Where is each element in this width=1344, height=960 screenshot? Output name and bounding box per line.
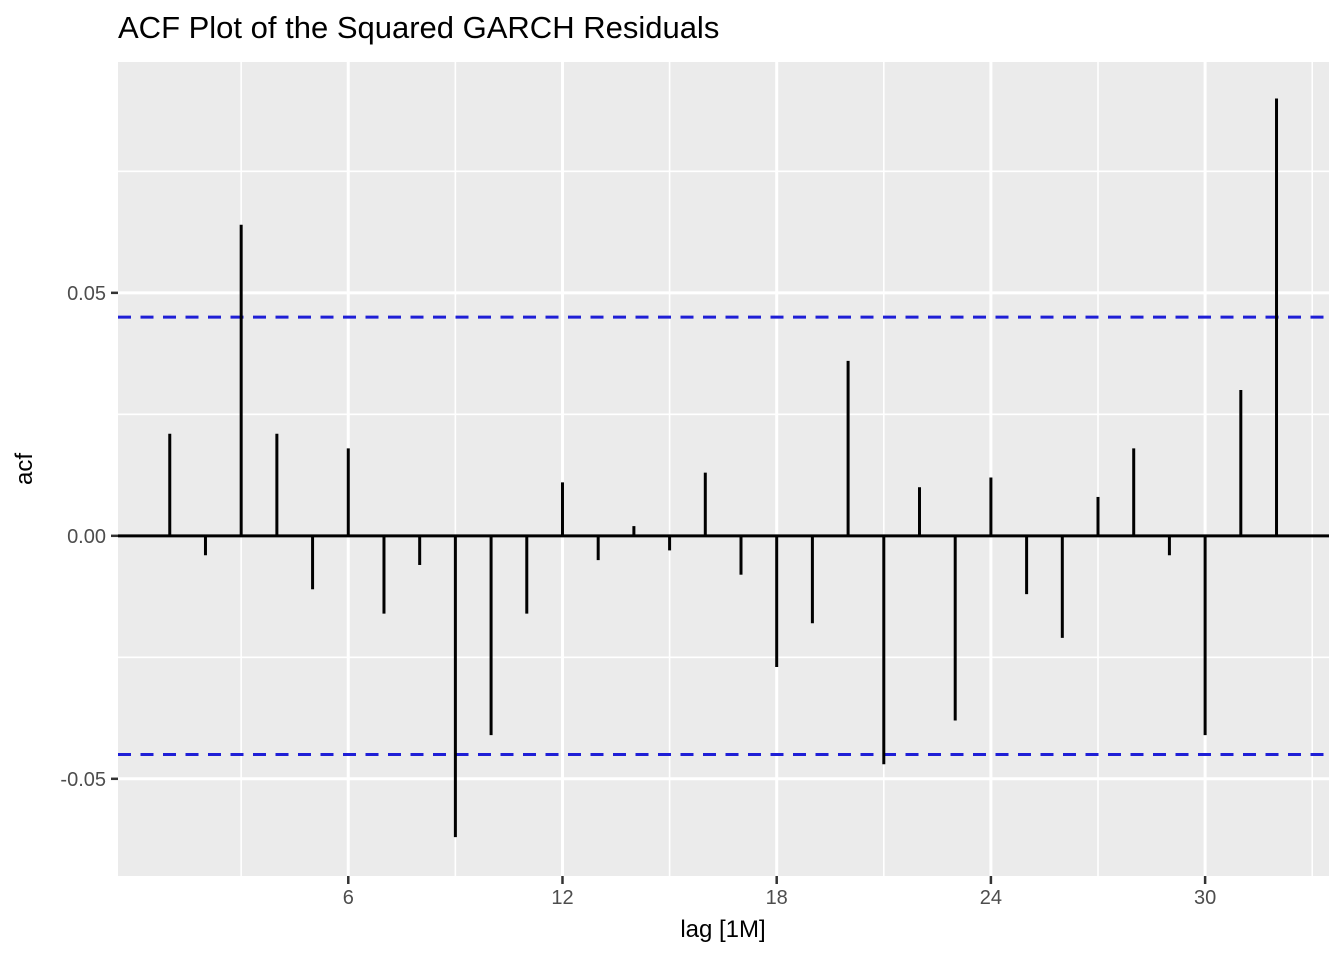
panel-background — [118, 62, 1329, 876]
plot-title: ACF Plot of the Squared GARCH Residuals — [118, 10, 720, 45]
x-tick-label-18: 18 — [766, 887, 788, 909]
x-tick-label-24: 24 — [980, 887, 1002, 909]
x-axis-label: lag [1M] — [680, 916, 766, 943]
y-tick-label-0.05: 0.05 — [67, 283, 106, 305]
x-tick-label-6: 6 — [343, 887, 354, 909]
x-tick-label-12: 12 — [551, 887, 573, 909]
y-tick-label-0.00: 0.00 — [67, 526, 106, 548]
y-tick-label--0.05: -0.05 — [60, 769, 106, 791]
x-tick-label-30: 30 — [1194, 887, 1216, 909]
